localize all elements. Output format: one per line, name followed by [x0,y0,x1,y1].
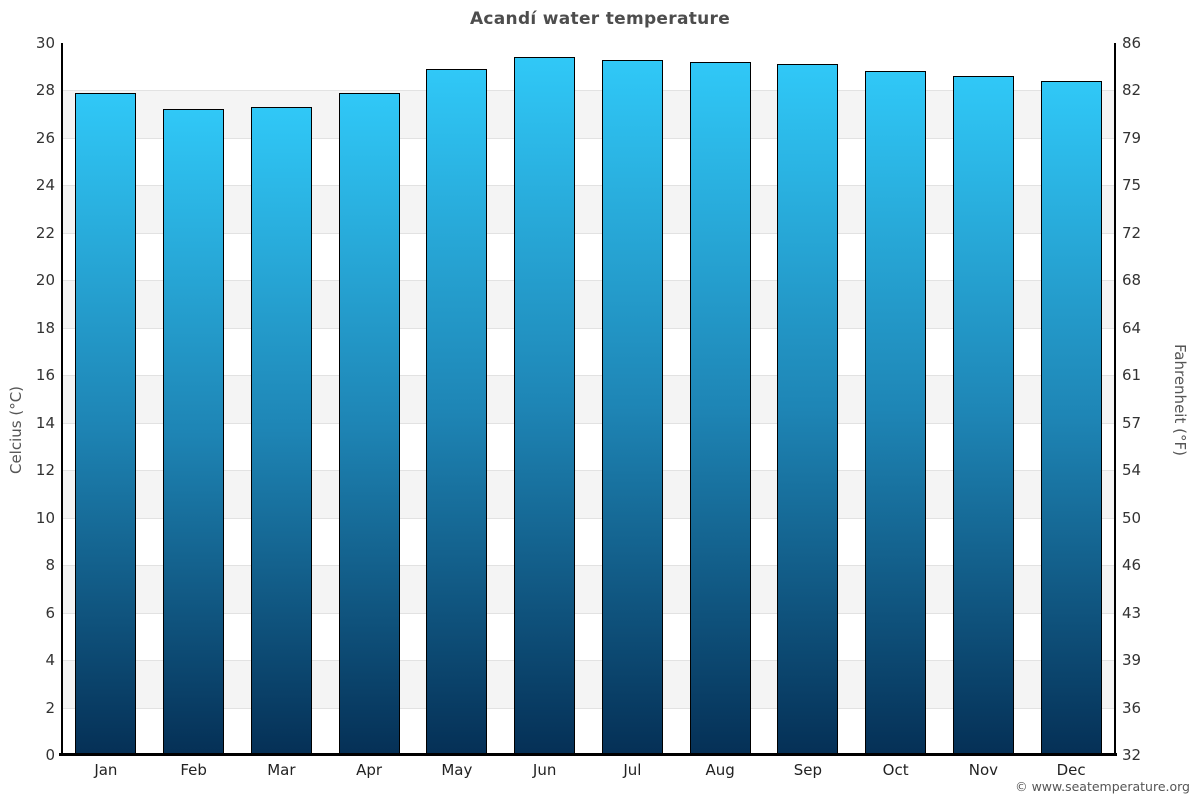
y-tick-label-celsius: 16 [35,366,55,385]
gridline [62,327,1115,329]
y-tick-label-celsius: 8 [45,556,55,575]
y-tick-label-fahrenheit: 79 [1122,128,1142,147]
y-tick-label-celsius: 12 [35,461,55,480]
y-tick-label-fahrenheit: 82 [1122,81,1142,100]
y-tick-label-celsius: 26 [35,128,55,147]
x-tick-label-jun: Jun [532,761,557,779]
gridline [62,90,1115,92]
celsius-axis-title: Celcius (°C) [7,385,25,475]
x-tick-label-apr: Apr [356,761,383,779]
bar-mar [250,107,312,755]
y-tick-label-celsius: 20 [35,271,55,290]
bar-layer [62,43,1115,755]
x-axis-line [59,753,1117,756]
x-tick-label-jan: Jan [94,761,118,779]
y-tick-label-fahrenheit: 36 [1122,698,1142,717]
gridline [62,375,1115,377]
bar-apr [338,92,400,755]
background-band [62,707,1115,755]
x-tick-label-feb: Feb [180,761,207,779]
x-tick-label-mar: Mar [267,761,296,779]
bar-oct [865,71,927,755]
y-tick-label-celsius: 6 [45,603,55,622]
y-tick-label-celsius: 2 [45,698,55,717]
y-tick-label-celsius: 28 [35,81,55,100]
y-tick-label-fahrenheit: 50 [1122,508,1142,527]
gridline [62,422,1115,424]
gridline [62,137,1115,139]
gridline [62,565,1115,567]
y-tick-label-celsius: 0 [45,746,55,764]
gridline [62,660,1115,662]
bar-dec [1040,80,1102,755]
y-tick-label-fahrenheit: 64 [1122,318,1142,337]
x-tick-label-may: May [441,761,473,779]
y-tick-label-fahrenheit: 39 [1122,651,1142,670]
y-tick-label-fahrenheit: 61 [1122,366,1142,385]
bar-jun [514,57,576,755]
y-tick-label-fahrenheit: 86 [1122,34,1142,52]
background-band [62,43,1115,91]
celsius-axis-ticks: 0 2 4 6 8 10 12 14 16 18 20 22 24 26 28 30 [0,34,55,764]
gridline [62,280,1115,282]
bar-aug [689,62,751,755]
bar-feb [163,109,225,755]
y-tick-label-fahrenheit: 54 [1122,461,1142,480]
chart-title: Acandí water temperature [469,9,731,29]
bar-jan [75,92,137,755]
background-band [62,660,1115,708]
y-tick-label-celsius: 30 [35,34,55,52]
y-tick-label-fahrenheit: 75 [1122,176,1142,195]
month-axis-ticks: Jan Feb Mar Apr May Jun Jul Aug Sep Oct Nov Dec [62,761,1115,783]
background-band [62,232,1115,281]
gridline [62,470,1115,472]
bar-sep [777,64,839,755]
gridline [62,707,1115,709]
gridline [62,612,1115,614]
x-tick-label-oct: Oct [882,761,909,779]
bar-nov [952,76,1014,755]
y-tick-label-fahrenheit: 32 [1122,746,1142,764]
y-tick-label-fahrenheit: 43 [1122,603,1142,622]
y-tick-label-celsius: 24 [35,176,55,195]
y-tick-label-celsius: 22 [35,223,55,242]
bar-jul [601,59,663,755]
gridline [62,517,1115,519]
y-tick-label-fahrenheit: 68 [1122,271,1142,290]
background-band [62,185,1115,233]
x-tick-label-dec: Dec [1056,761,1086,779]
background-band [62,90,1115,138]
background-band [62,375,1115,423]
fahrenheit-axis-ticks: 32 36 39 43 46 50 54 57 61 64 68 72 75 79 82 86 [1122,34,1182,764]
y-tick-label-celsius: 4 [45,651,55,670]
plot-area [62,43,1115,755]
x-tick-label-aug: Aug [705,761,735,779]
background-band [62,327,1115,376]
fahrenheit-axis-title: Fahrenheit (°F) [1171,344,1189,456]
background-band [62,137,1115,186]
y-tick-label-fahrenheit: 72 [1122,223,1142,242]
y-tick-label-fahrenheit: 46 [1122,556,1142,575]
background-band [62,612,1115,661]
gridline [62,185,1115,187]
x-tick-label-jul: Jul [623,761,642,779]
background-band [62,422,1115,471]
y-tick-label-celsius: 10 [35,508,55,527]
background-band [62,470,1115,518]
left-axis-line [61,43,63,756]
background-band [62,280,1115,328]
background-band [62,517,1115,566]
right-axis-line [1114,43,1116,756]
y-tick-label-celsius: 14 [35,413,55,432]
y-tick-label-fahrenheit: 57 [1122,413,1142,432]
background-band [62,565,1115,613]
x-tick-label-sep: Sep [793,761,823,779]
footer-credit: © www.seatemperature.org [1015,779,1190,794]
gridline [62,232,1115,234]
bar-may [426,69,488,755]
x-tick-label-nov: Nov [968,761,999,779]
y-tick-label-celsius: 18 [35,318,55,337]
